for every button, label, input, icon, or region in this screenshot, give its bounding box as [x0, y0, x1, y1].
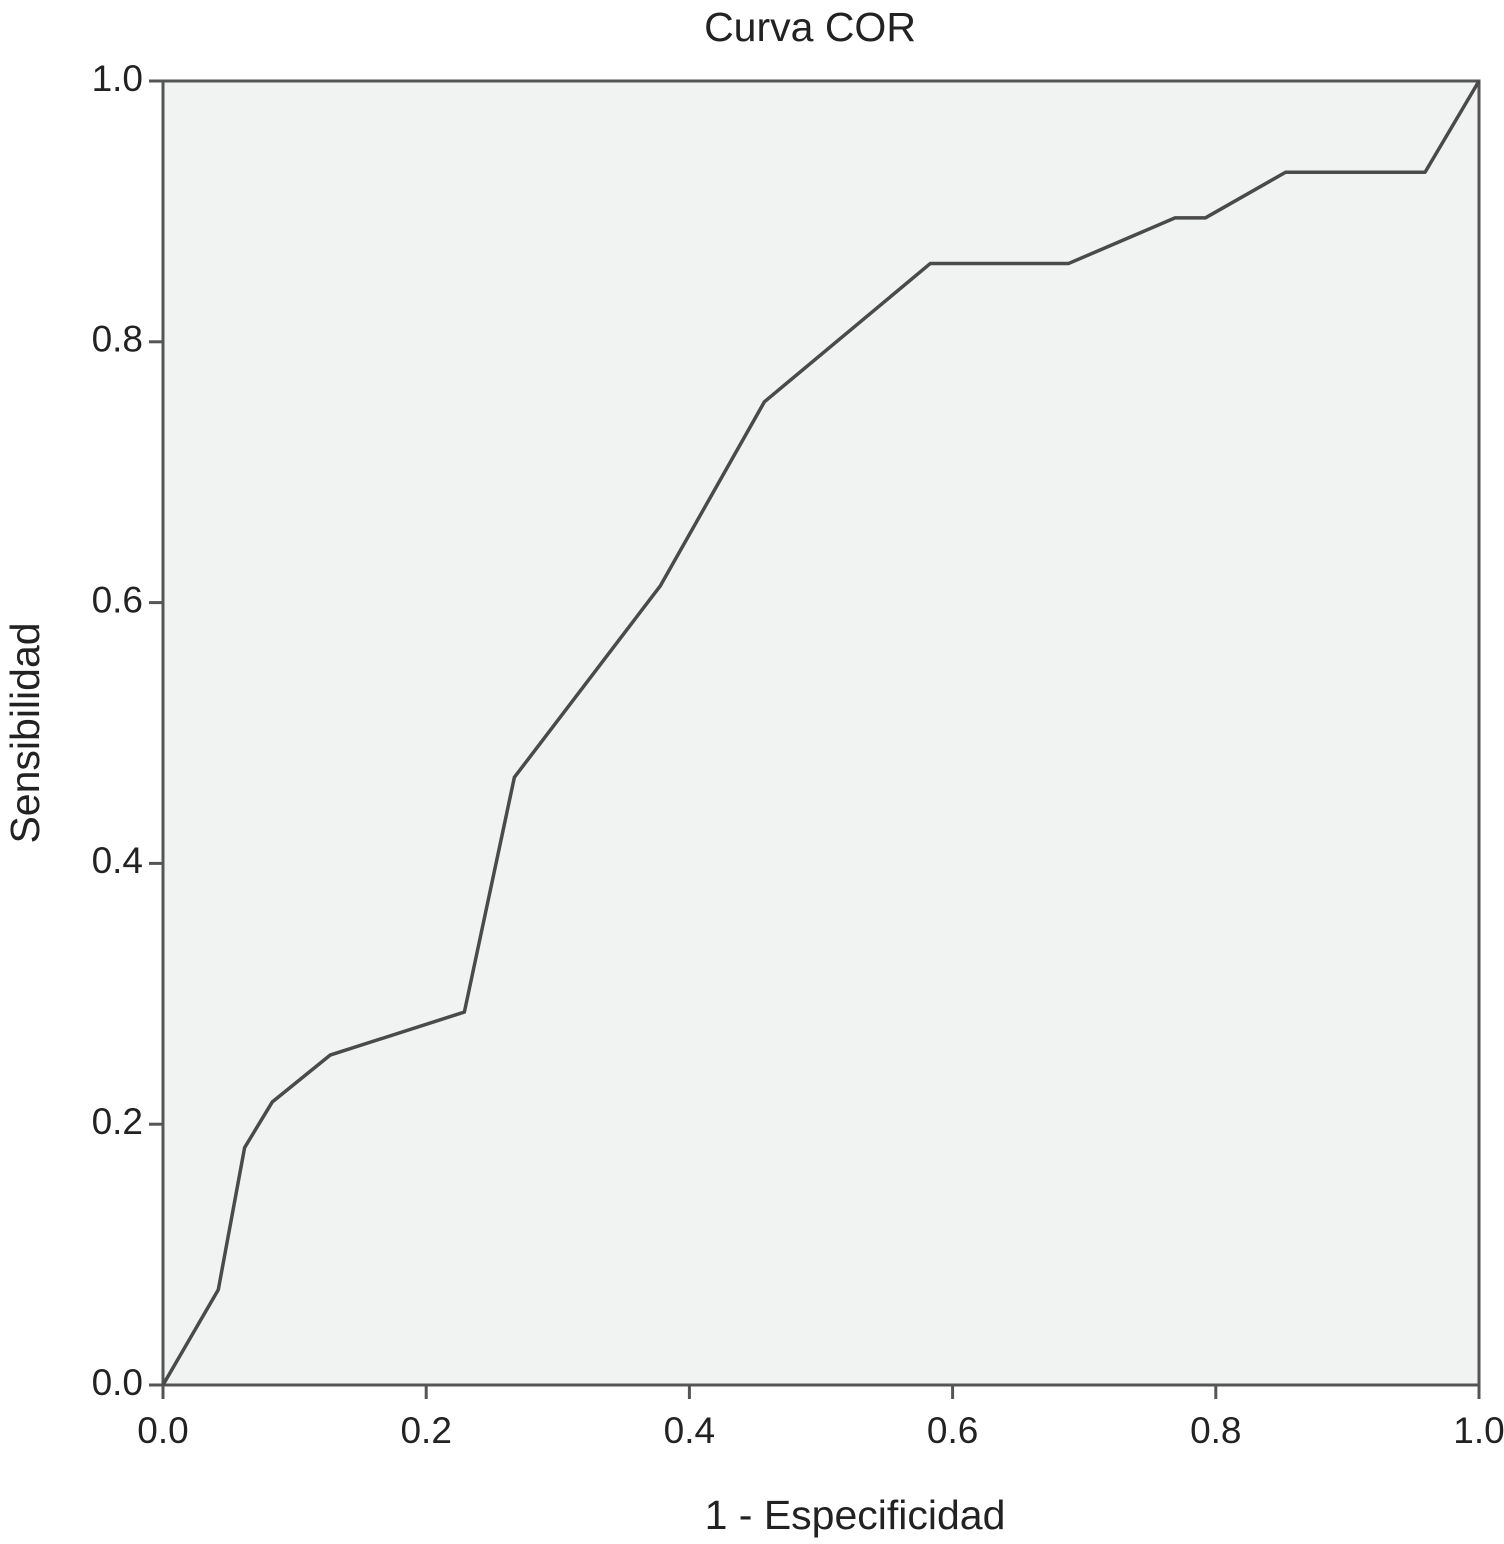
- chart-title: Curva COR: [704, 4, 916, 50]
- x-tick-label: 0.6: [927, 1410, 978, 1451]
- x-tick-label: 0.8: [1190, 1410, 1241, 1451]
- roc-line: [161, 80, 1481, 1386]
- y-tick-label: 0.2: [92, 1101, 143, 1142]
- y-tick-label: 0.8: [92, 319, 143, 360]
- x-tick-label: 0.2: [400, 1410, 451, 1451]
- y-tick-label: 0.0: [92, 1362, 143, 1403]
- plot-area: [161, 79, 1481, 1387]
- x-tick-label: 0.0: [137, 1410, 188, 1451]
- y-tick-label: 0.6: [92, 579, 143, 620]
- x-axis-label: 1 - Especificidad: [705, 1492, 1006, 1538]
- y-axis-label: Sensibilidad: [2, 622, 48, 843]
- x-tick-label: 1.0: [1453, 1410, 1504, 1451]
- y-tick-label: 0.4: [92, 840, 143, 881]
- y-tick-label: 1.0: [92, 58, 143, 99]
- x-tick-label: 0.4: [664, 1410, 715, 1451]
